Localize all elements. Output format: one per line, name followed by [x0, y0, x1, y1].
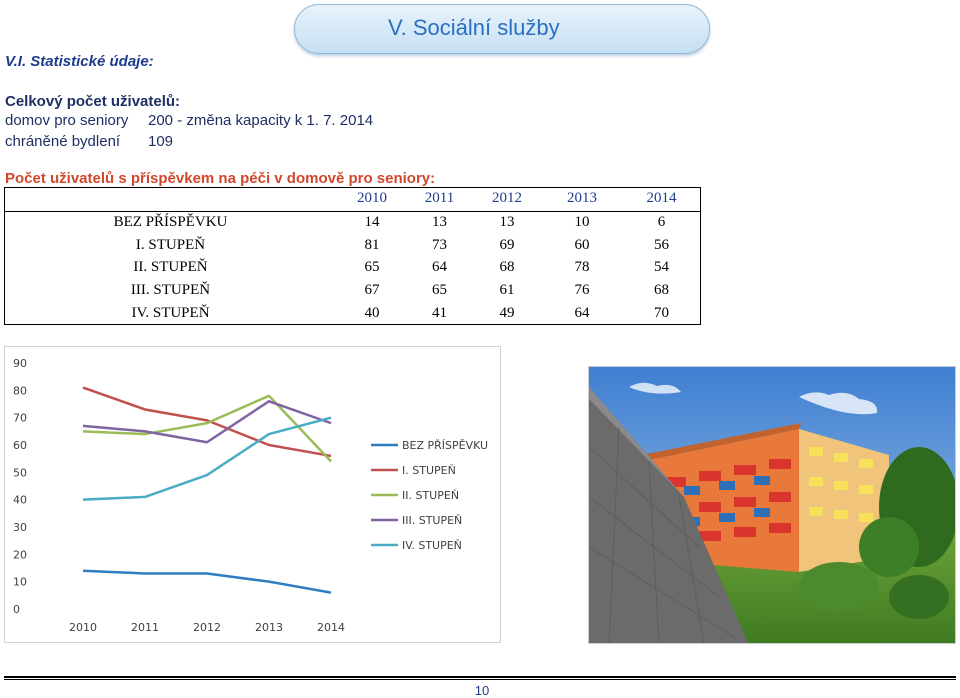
cell: 41: [432, 305, 447, 322]
totals-title: Celkový počet uživatelů:: [5, 93, 181, 110]
x-tick-label: 2011: [131, 621, 159, 634]
series-line: [82, 386, 332, 458]
series-line: [82, 400, 332, 444]
row-label: BEZ PŘÍSPĚVKU: [113, 214, 228, 231]
cell: 13: [499, 214, 515, 231]
totals-row-sheltered: chráněné bydlení 109: [5, 133, 173, 150]
y-tick-label: 50: [13, 466, 27, 479]
line-chart: 0 10 20 30 40 50 60 70 80 90 2010 2011 2012 2013 2014 B…: [4, 346, 501, 643]
table-header-year: 2014: [622, 187, 701, 212]
cell: 76: [574, 282, 590, 299]
cell: 54: [654, 259, 669, 276]
cell: 10: [574, 214, 590, 231]
table-header-year: 2013: [542, 187, 622, 212]
cell: 68: [654, 282, 669, 299]
table-header-year: 2011: [407, 187, 472, 212]
y-tick-label: 40: [13, 494, 27, 507]
cell: 6: [657, 214, 666, 231]
y-tick-label: 10: [13, 576, 27, 589]
cell: 61: [499, 282, 515, 299]
table-row: I. STUPEŇ 81 73 69 60 56: [4, 234, 701, 257]
legend-label: III. STUPEŇ: [402, 514, 462, 527]
y-tick-label: 60: [13, 439, 27, 452]
legend-label: I. STUPEŇ: [402, 464, 456, 477]
totals-label: domov pro seniory: [5, 112, 129, 129]
y-tick-label: 0: [13, 603, 20, 616]
cell: 64: [574, 305, 590, 322]
cell: 67: [364, 282, 380, 299]
legend-label: II. STUPEŇ: [402, 489, 459, 502]
table-title: Počet uživatelů s příspěvkem na péči v d…: [5, 170, 436, 187]
legend-label: BEZ PŘÍSPĚVKU: [402, 439, 488, 452]
series-line: [82, 394, 332, 463]
page-number: 10: [474, 683, 490, 698]
cell: 65: [364, 259, 380, 276]
cell: 64: [432, 259, 447, 276]
row-label: III. STUPEŇ: [130, 282, 211, 299]
chart-svg: 0 10 20 30 40 50 60 70 80 90 2010 2011 2012 2013 2014 B…: [13, 357, 488, 634]
table-row: IV. STUPEŇ 40 41 49 64 70: [4, 302, 701, 325]
cell: 70: [654, 305, 669, 322]
y-tick-label: 30: [13, 521, 27, 534]
table-header-blank: [4, 187, 337, 212]
row-label: I. STUPEŇ: [135, 236, 206, 253]
cell: 65: [432, 282, 447, 299]
row-label: II. STUPEŇ: [133, 259, 208, 276]
table-header-year: 2012: [472, 187, 542, 212]
cell: 60: [574, 236, 590, 253]
legend-label: IV. STUPEŇ: [402, 539, 462, 552]
cell: 13: [432, 214, 447, 231]
cell: 68: [499, 259, 515, 276]
x-tick-label: 2012: [193, 621, 221, 634]
header-banner: [294, 4, 710, 54]
series-line: [82, 569, 332, 594]
x-tick-label: 2013: [255, 621, 283, 634]
cell: 14: [364, 214, 380, 231]
footer-rule-thin: [4, 679, 956, 680]
table-header-year: 2010: [337, 187, 407, 212]
totals-row-seniors: domov pro seniory 200 - změna kapacity k…: [5, 112, 373, 129]
totals-label: chráněné bydlení: [5, 133, 121, 150]
row-label: IV. STUPEŇ: [131, 305, 210, 322]
cell: 78: [574, 259, 590, 276]
x-tick-label: 2010: [69, 621, 97, 634]
totals-value: 200 - změna kapacity k 1. 7. 2014: [148, 112, 374, 129]
series-line: [82, 416, 332, 501]
x-tick-label: 2014: [317, 621, 345, 634]
cell: 40: [364, 305, 380, 322]
cell: 56: [654, 236, 669, 253]
y-tick-label: 80: [13, 384, 27, 397]
y-tick-label: 20: [13, 548, 27, 561]
table-row: II. STUPEŇ 65 64 68 78 54: [4, 257, 701, 280]
y-tick-label: 70: [13, 412, 27, 425]
building-photo: [588, 366, 956, 644]
table-header-row: 2010 2011 2012 2013 2014: [4, 187, 701, 212]
table-row: BEZ PŘÍSPĚVKU 14 13 13 10 6: [4, 211, 701, 234]
cell: 73: [432, 236, 447, 253]
building-photo-image: [589, 367, 955, 643]
cell: 49: [499, 305, 515, 322]
cell: 69: [499, 236, 515, 253]
section-title: V.I. Statistické údaje:: [5, 53, 154, 70]
totals-value: 109: [148, 133, 174, 150]
page-title: V. Sociální služby: [388, 15, 560, 40]
cell: 81: [364, 236, 380, 253]
footer-rule: [4, 676, 956, 678]
table-row: III. STUPEŇ 67 65 61 76 68: [4, 279, 701, 302]
y-tick-label: 90: [13, 357, 27, 370]
stats-table: 2010 2011 2012 2013 2014 BEZ PŘÍSPĚVKU 1…: [4, 187, 701, 325]
